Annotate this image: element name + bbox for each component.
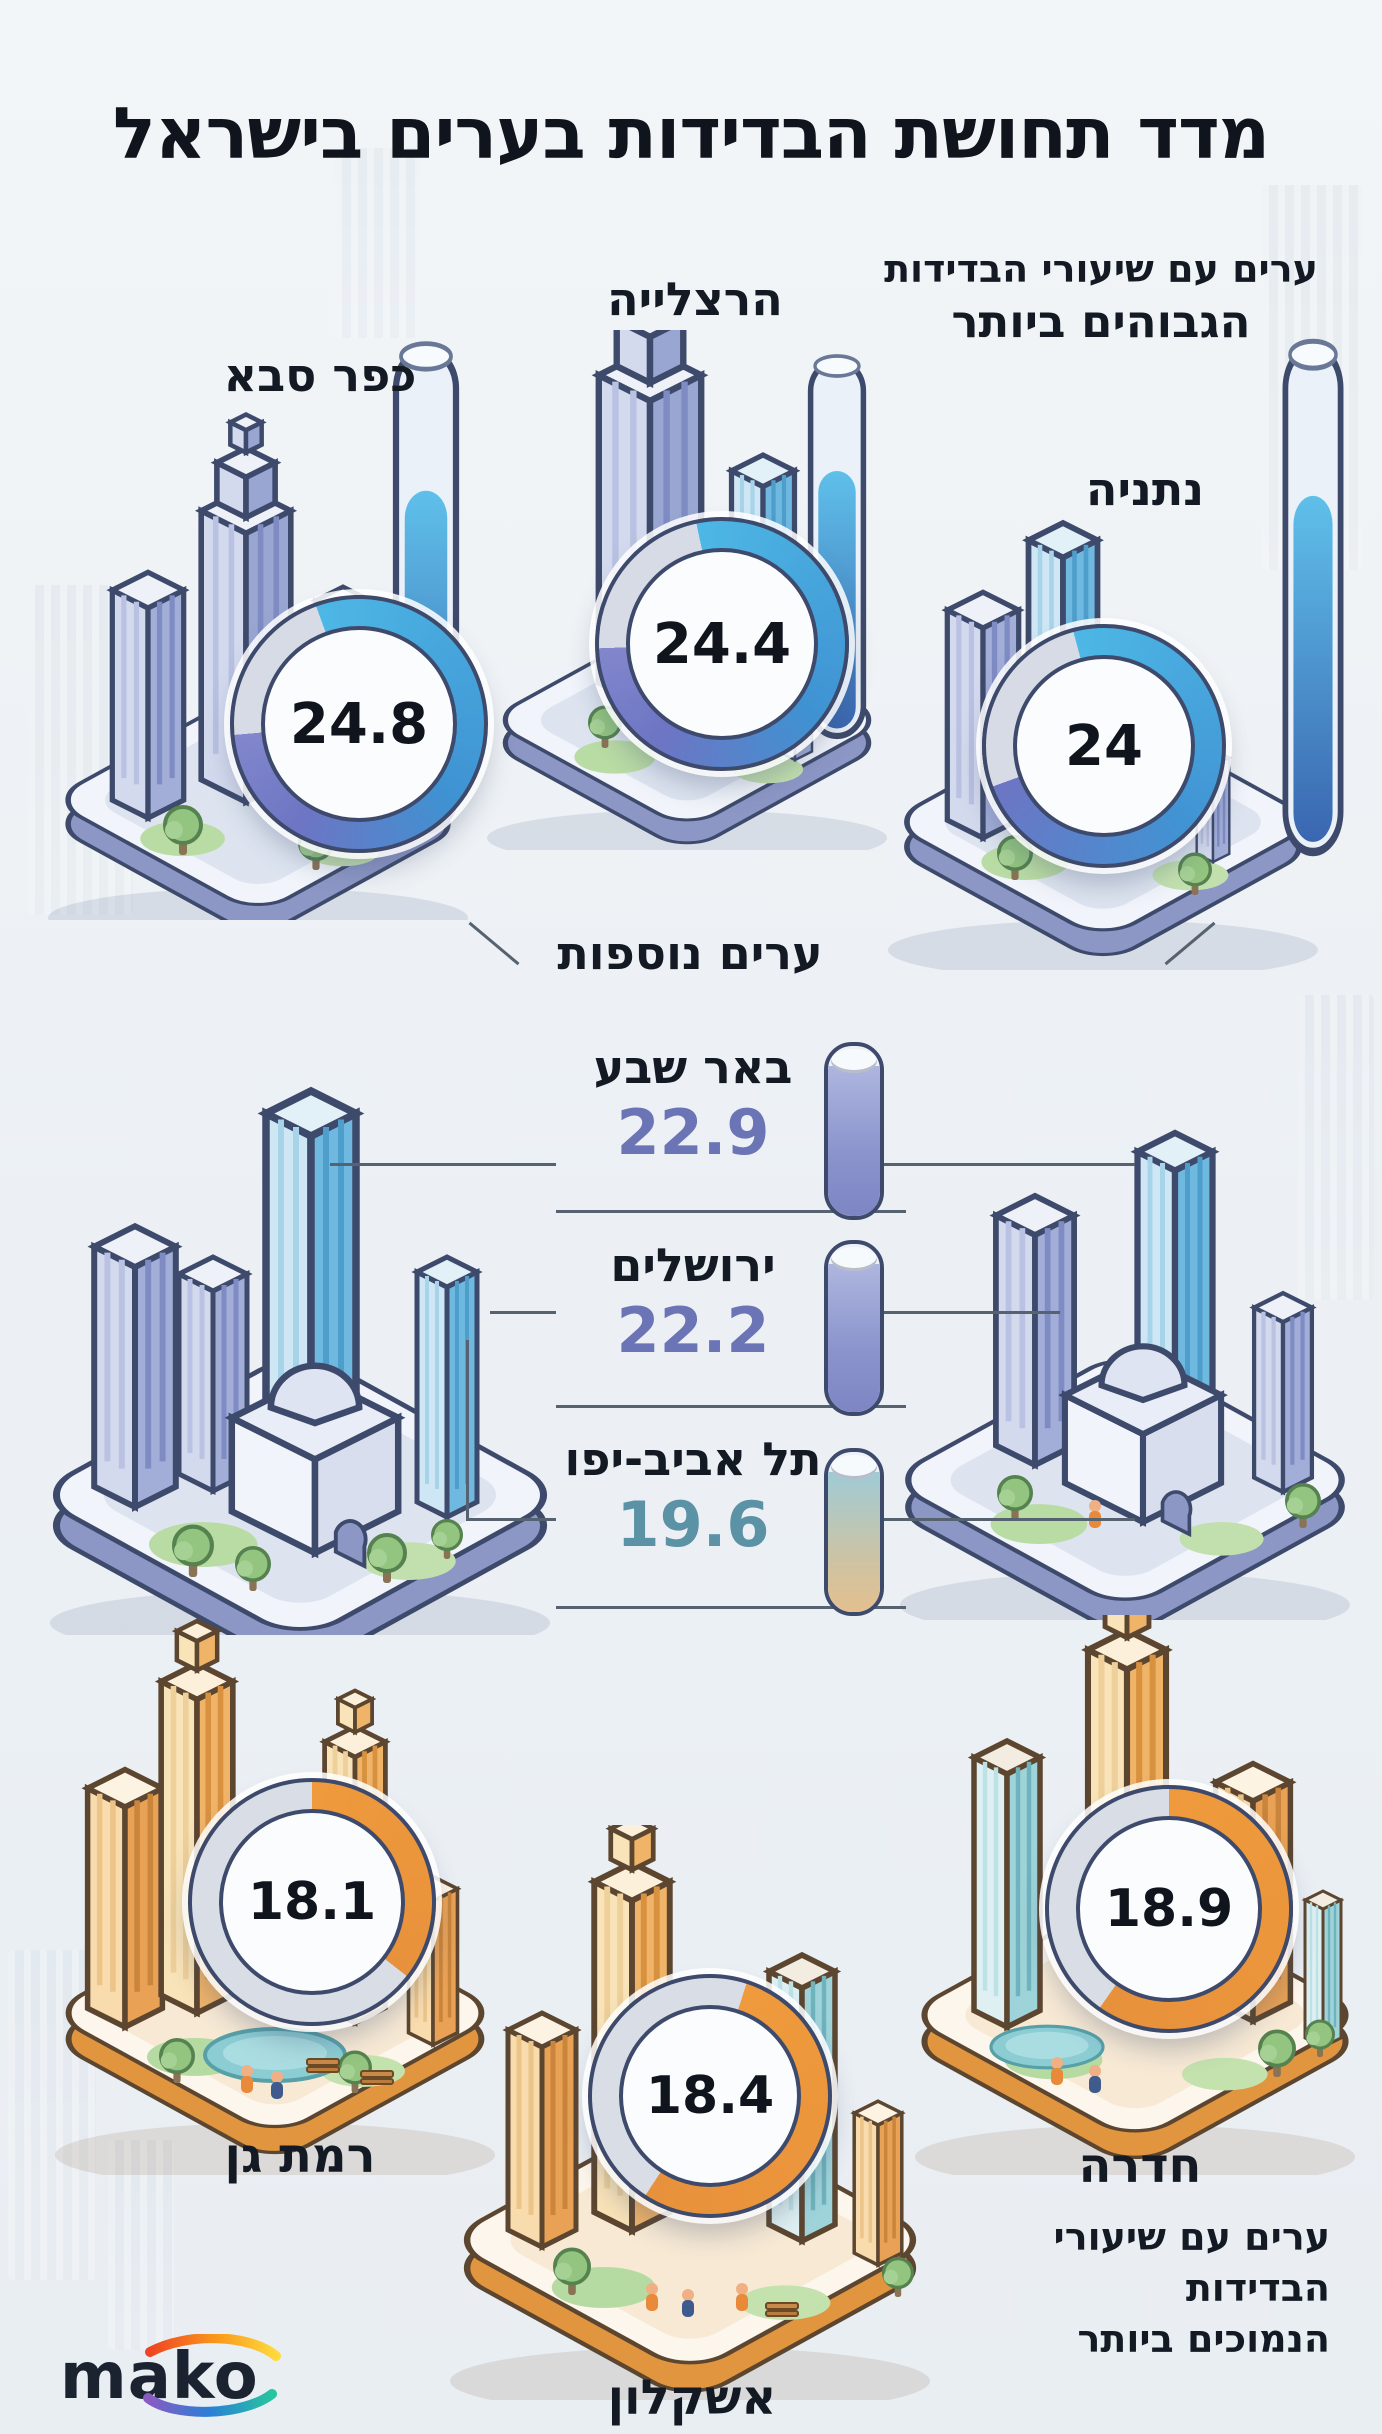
beer-sheva-entry: באר שבע 22.9 — [528, 1040, 858, 1169]
netanya-gauge-face: 24 — [1013, 655, 1195, 837]
ashkelon-city-illustration — [420, 1825, 960, 2400]
ashkelon-label: אשקלון — [607, 2370, 777, 2426]
ghost-building — [335, 148, 420, 338]
mako-logo-swoosh-bottom — [143, 2389, 277, 2417]
ramat-gan-score-gauge: 18.1 — [188, 1778, 436, 2026]
page-title: מדד תחושת הבדידות בערים בישראל — [112, 91, 1270, 175]
mako-logo-swoosh-top — [145, 2334, 281, 2361]
ramat-gan-gauge-face: 18.1 — [219, 1809, 405, 1995]
additional-cities-right-illustration — [885, 1060, 1365, 1620]
herzliya-city-illustration — [465, 330, 905, 850]
hadera-label: חדרה — [1078, 2138, 1202, 2194]
tel-aviv-yafo-level-tube — [824, 1448, 884, 1616]
lowest-section-caption: ערים עם שיעורי הבדידות הנמוכים ביותר — [890, 2212, 1330, 2365]
ashkelon-gauge-face: 18.4 — [619, 2005, 801, 2187]
ramat-gan-score: 18.1 — [247, 1872, 377, 1932]
ramat-gan-city-illustration — [25, 1615, 505, 2175]
connector-line — [466, 1340, 469, 1521]
lowest-caption-line1: ערים עם שיעורי — [1053, 2215, 1330, 2259]
netanya-score-gauge: 24 — [982, 624, 1226, 868]
netanya-label: נתניה — [1085, 462, 1205, 516]
tel-aviv-yafo-score: 19.6 — [616, 1488, 770, 1561]
kfar-saba-city-illustration — [18, 270, 488, 920]
jerusalem-entry: ירושלים 22.2 — [528, 1238, 858, 1367]
kfar-saba-score: 24.8 — [289, 691, 429, 757]
beer-sheva-score: 22.9 — [616, 1096, 770, 1169]
hadera-score: 18.9 — [1104, 1879, 1234, 1939]
ramat-gan-label: רמת גן — [224, 2128, 376, 2184]
beer-sheva-level-tube — [824, 1042, 884, 1220]
jerusalem-level-tube — [824, 1240, 884, 1416]
herzliya-gauge-face: 24.4 — [626, 548, 818, 740]
herzliya-score: 24.4 — [652, 611, 792, 677]
additional-cities-left-illustration — [15, 1075, 585, 1635]
kfar-saba-gauge-face: 24.8 — [261, 626, 457, 822]
connector-line — [466, 1518, 556, 1521]
hadera-gauge-face: 18.9 — [1076, 1816, 1262, 2002]
highest-caption-line1: ערים עם שיעורי הבדידות — [884, 247, 1318, 291]
jerusalem-label: ירושלים — [610, 1238, 776, 1292]
lowest-caption-line2: הבדידות — [1185, 2265, 1330, 2310]
beer-sheva-label: באר שבע — [593, 1040, 793, 1094]
netanya-score: 24 — [1065, 713, 1143, 779]
connector-line — [490, 1311, 556, 1314]
ghost-building — [1298, 995, 1374, 1300]
ashkelon-score: 18.4 — [645, 2066, 775, 2126]
herzliya-score-gauge: 24.4 — [595, 517, 849, 771]
additional-cities-label: ערים נוספות — [557, 926, 823, 980]
connector-line — [330, 1163, 556, 1166]
hadera-city-illustration — [895, 1615, 1375, 2175]
lowest-caption-line3: הנמוכים ביותר — [1077, 2316, 1330, 2361]
connector-line — [556, 1210, 906, 1213]
tel-aviv-yafo-label: תל אביב-יפו — [564, 1432, 822, 1486]
highest-section-caption: ערים עם שיעורי הבדידות הגבוהים ביותר — [862, 246, 1340, 350]
highest-caption-line2: הגבוהים ביותר — [951, 294, 1251, 348]
tel-aviv-yafo-entry: תל אביב-יפו 19.6 — [528, 1432, 858, 1561]
mako-logo: mako — [60, 2334, 281, 2417]
connector-line — [556, 1606, 906, 1609]
kfar-saba-label: כפר סבא — [223, 348, 417, 402]
connector-line — [878, 1163, 1135, 1166]
connector-line — [878, 1311, 1060, 1314]
herzliya-label: הרצלייה — [607, 272, 783, 326]
connector-line — [556, 1405, 906, 1408]
connector-line — [878, 1518, 1135, 1521]
ghost-building — [108, 2140, 174, 2350]
ashkelon-score-gauge: 18.4 — [588, 1974, 832, 2218]
jerusalem-score: 22.2 — [616, 1294, 770, 1367]
hadera-score-gauge: 18.9 — [1045, 1785, 1293, 2033]
netanya-city-illustration — [865, 310, 1365, 970]
kfar-saba-score-gauge: 24.8 — [230, 595, 488, 853]
